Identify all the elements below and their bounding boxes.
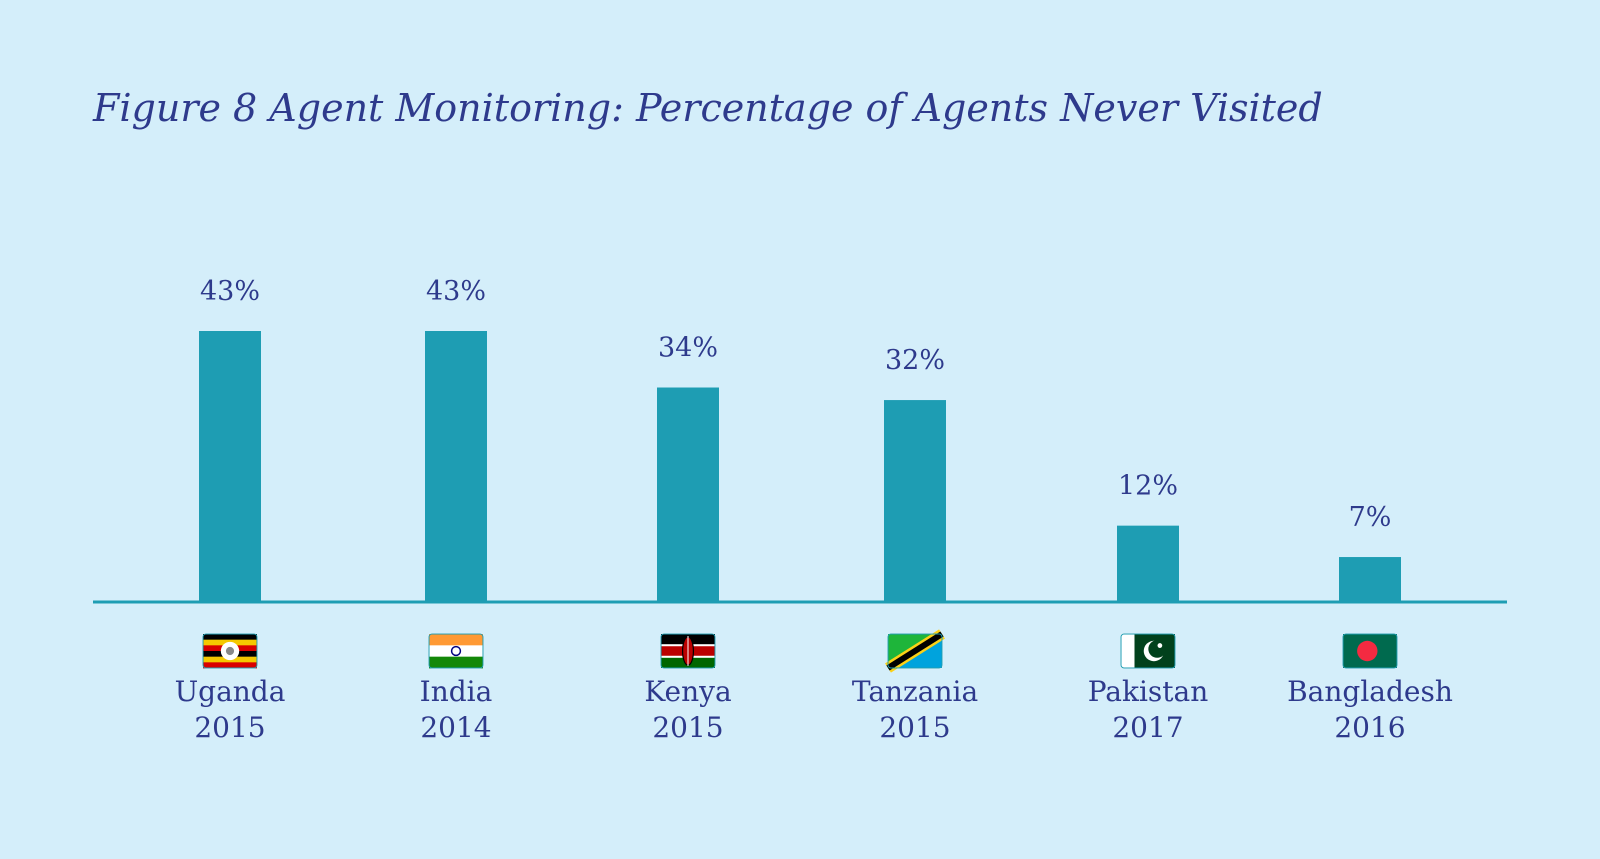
category-country-label: India <box>420 675 493 708</box>
bar-uganda <box>199 331 261 601</box>
data-label: 12% <box>1118 471 1178 502</box>
category-year-label: 2016 <box>1334 711 1405 744</box>
category-country-label: Bangladesh <box>1287 675 1453 708</box>
data-label: 7% <box>1349 502 1392 533</box>
category-country-label: Uganda <box>175 675 286 708</box>
category-year-label: 2015 <box>652 711 723 744</box>
category-country-label: Pakistan <box>1088 675 1209 708</box>
bar-pakistan <box>1117 525 1179 601</box>
category-labels: Uganda2015India2014Kenya2015Tanzania2015… <box>175 629 1453 744</box>
data-label: 34% <box>658 333 718 364</box>
category-country-label: Tanzania <box>852 675 978 708</box>
data-label: 32% <box>885 345 945 376</box>
bar-bangladesh <box>1339 557 1401 601</box>
bar-kenya <box>657 387 719 601</box>
bangladesh-flag-icon <box>1342 633 1398 669</box>
uganda-flag-icon <box>202 633 258 669</box>
bar-series: 43% 43% 34% 32% 12% 7% <box>199 276 1401 601</box>
chart-title: Figure 8 Agent Monitoring: Percentage of… <box>92 86 1323 130</box>
category-year-label: 2015 <box>879 711 950 744</box>
data-label: 43% <box>200 276 260 307</box>
category-year-label: 2017 <box>1112 711 1183 744</box>
category-year-label: 2014 <box>420 711 491 744</box>
pakistan-flag-icon <box>1120 633 1176 669</box>
india-flag-icon <box>428 633 484 669</box>
category-year-label: 2015 <box>194 711 265 744</box>
data-label: 43% <box>426 276 486 307</box>
tanzania-flag-icon <box>885 629 945 673</box>
category-country-label: Kenya <box>644 675 731 708</box>
bar-tanzania <box>884 400 946 601</box>
bar-india <box>425 331 487 601</box>
kenya-flag-icon <box>660 633 716 669</box>
